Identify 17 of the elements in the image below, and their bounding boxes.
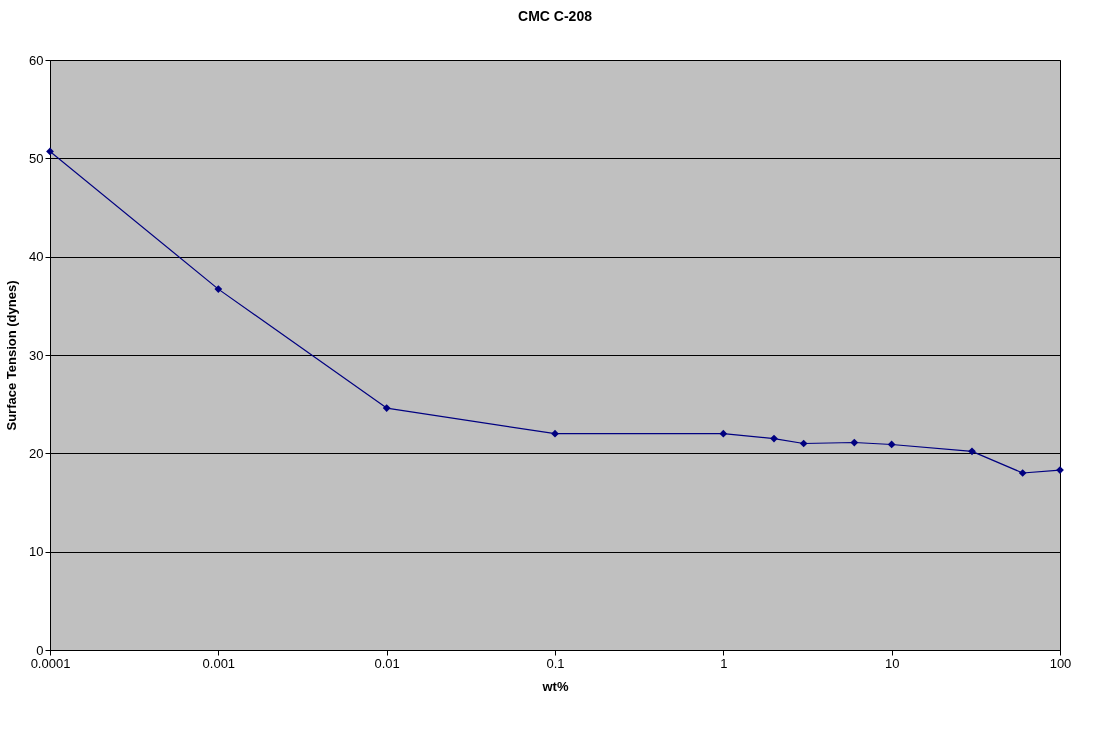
y-tick-label: 40 — [29, 249, 44, 265]
y-tick-label: 30 — [29, 347, 44, 363]
y-tick-label: 10 — [29, 544, 44, 560]
x-tick-label: 1 — [720, 655, 728, 671]
x-tick-label: 0.01 — [374, 655, 400, 671]
x-tick-label: 10 — [884, 655, 900, 671]
y-tick-label: 0 — [36, 642, 44, 658]
x-tick-label: 0.0001 — [30, 655, 71, 671]
y-axis-title: Surface Tension (dynes) — [4, 280, 20, 431]
y-tick-label: 60 — [29, 52, 44, 68]
x-tick-label: 0.1 — [546, 655, 565, 671]
x-axis-title: wt% — [541, 678, 569, 694]
chart-title: CMC C-208 — [518, 8, 593, 24]
x-tick-label: 100 — [1049, 655, 1072, 671]
y-tick-label: 50 — [29, 150, 44, 166]
y-tick-label: 20 — [29, 445, 44, 461]
x-tick-label: 0.001 — [202, 655, 236, 671]
